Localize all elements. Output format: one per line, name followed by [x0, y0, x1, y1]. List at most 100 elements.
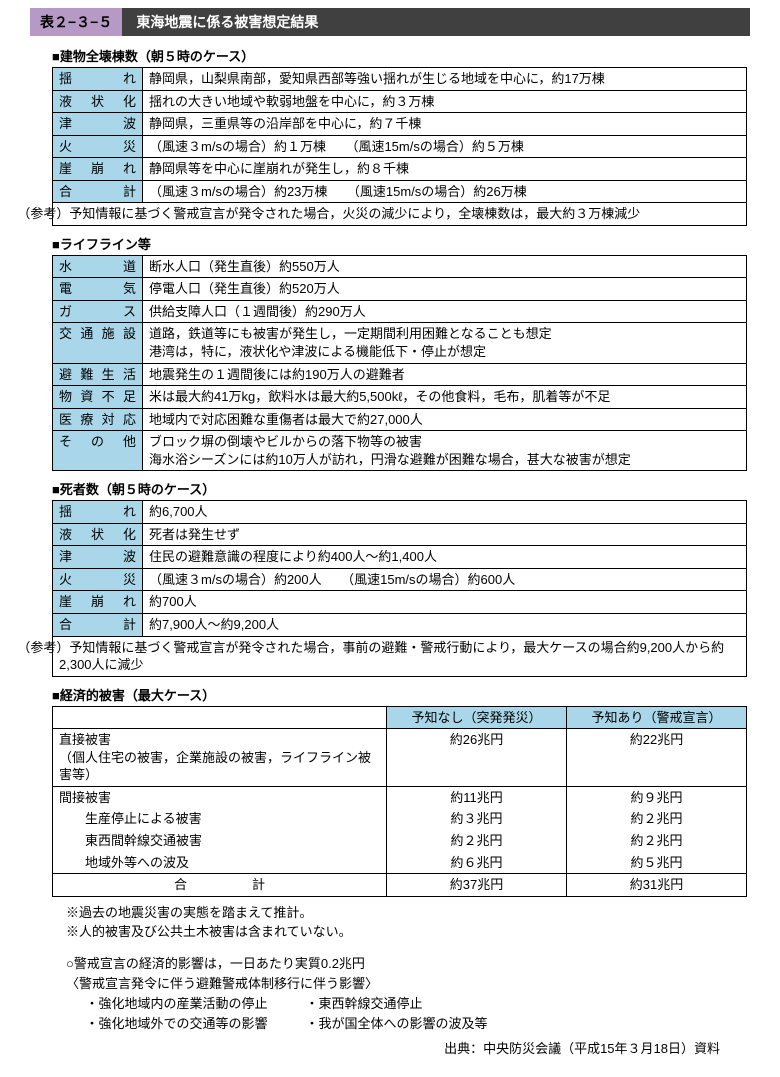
econ-total-v2: 約31兆円	[567, 874, 747, 897]
row-value: 供給支障人口（１週間後）約290万人	[143, 300, 747, 323]
footnote-1: ※過去の地震災害の実態を踏まえて推計。	[66, 903, 750, 923]
table-row: そ の 他ブロック塀の倒壊やビルからの落下物等の被害海水浴シーズンには約10万人…	[53, 431, 747, 471]
table-number-tag: 表２−３−５	[30, 8, 122, 36]
row-label: 医療対応	[53, 408, 143, 431]
econ-bullet-2a: ・強化地域外での交通等の影響	[86, 1014, 306, 1034]
row-value: 住民の避難意識の程度により約400人〜約1,400人	[143, 546, 747, 569]
econ-row-label: 東西間幹線交通被害	[53, 830, 387, 852]
row-label: 津 波	[53, 546, 143, 569]
row-label: 合 計	[53, 614, 143, 637]
section1-table: 揺 れ静岡県，山梨県南部，愛知県西部等強い揺れが生じる地域を中心に，約17万棟液…	[52, 67, 747, 226]
row-label: 交通施設	[53, 323, 143, 363]
row-label: 避難生活	[53, 363, 143, 386]
section4-table: 予知なし（突発発災） 予知あり（警戒宣言） 直接被害（個人住宅の被害，企業施設の…	[52, 706, 747, 897]
table-row: 地域外等への波及約６兆円約５兆円	[53, 852, 747, 874]
row-value: 約6,700人	[143, 501, 747, 524]
table-row: 生産停止による被害約３兆円約２兆円	[53, 808, 747, 830]
table-row: 合 計（風速３m/sの場合）約23万棟 （風速15m/sの場合）約26万棟	[53, 180, 747, 203]
table-row: 合 計約7,900人〜約9,200人	[53, 614, 747, 637]
source-citation: 出典：中央防災会議（平成15年３月18日）資料	[30, 1038, 720, 1057]
econ-blank-header	[53, 706, 387, 729]
row-value: 断水人口（発生直後）約550万人	[143, 255, 747, 278]
table-note: （参考）予知情報に基づく警戒宣言が発令された場合，事前の避難・警戒行動により，最…	[53, 636, 747, 676]
econ-total-label: 合 計	[53, 874, 387, 897]
table-row: 揺 れ静岡県，山梨県南部，愛知県西部等強い揺れが生じる地域を中心に，約17万棟	[53, 68, 747, 91]
table-row: 液 状 化死者は発生せず	[53, 523, 747, 546]
section3-table: 揺 れ約6,700人液 状 化死者は発生せず津 波住民の避難意識の程度により約4…	[52, 500, 747, 676]
section1-heading: ■建物全壊棟数（朝５時のケース）	[52, 46, 750, 65]
row-label: そ の 他	[53, 431, 143, 471]
econ-note-line1: ○警戒宣言の経済的影響は，一日あたり実質0.2兆円	[66, 954, 750, 974]
econ-bullet-1a: ・強化地域内の産業活動の停止	[86, 994, 306, 1014]
econ-row-v1: 約３兆円	[387, 808, 567, 830]
econ-bullet-1b: ・東西幹線交通停止	[306, 994, 423, 1014]
row-value: （風速３m/sの場合）約１万棟 （風速15m/sの場合）約５万棟	[143, 135, 747, 158]
table-title: 東海地震に係る被害想定結果	[122, 8, 750, 36]
econ-note-line2: 〈警戒宣言発令に伴う避難警戒体制移行に伴う影響〉	[66, 974, 750, 994]
row-label: 電 気	[53, 278, 143, 301]
econ-notes: ○警戒宣言の経済的影響は，一日あたり実質0.2兆円 〈警戒宣言発令に伴う避難警戒…	[66, 954, 750, 1035]
table-note: （参考）予知情報に基づく警戒宣言が発令された場合，火災の減少により，全壊棟数は，…	[53, 203, 747, 226]
econ-row-v1: 約11兆円	[387, 786, 567, 808]
table-row: 崖 崩 れ静岡県等を中心に崖崩れが発生し，約８千棟	[53, 158, 747, 181]
row-label: 液 状 化	[53, 90, 143, 113]
row-label: 揺 れ	[53, 501, 143, 524]
footnotes: ※過去の地震災害の実態を踏まえて推計。 ※人的被害及び公共土木被害は含まれていな…	[66, 903, 750, 942]
row-value: 道路，鉄道等にも被害が発生し，一定期間利用困難となることも想定港湾は，特に，液状…	[143, 323, 747, 363]
table-row: 揺 れ約6,700人	[53, 501, 747, 524]
table-row: 交通施設道路，鉄道等にも被害が発生し，一定期間利用困難となることも想定港湾は，特…	[53, 323, 747, 363]
econ-row-v1: 約２兆円	[387, 830, 567, 852]
econ-row-v1: 約26兆円	[387, 729, 567, 787]
title-bar: 表２−３−５ 東海地震に係る被害想定結果	[30, 8, 750, 36]
document-page: 表２−３−５ 東海地震に係る被害想定結果 ■建物全壊棟数（朝５時のケース） 揺 …	[0, 0, 780, 1077]
table-row: 崖 崩 れ約700人	[53, 591, 747, 614]
econ-bullet-2b: ・我が国全体への影響の波及等	[306, 1014, 488, 1034]
row-value: 静岡県，山梨県南部，愛知県西部等強い揺れが生じる地域を中心に，約17万棟	[143, 68, 747, 91]
econ-row-label: 地域外等への波及	[53, 852, 387, 874]
footnote-2: ※人的被害及び公共土木被害は含まれていない。	[66, 922, 750, 942]
row-label: 物資不足	[53, 386, 143, 409]
row-label: 火 災	[53, 568, 143, 591]
row-label: 合 計	[53, 180, 143, 203]
table-row: 医療対応地域内で対応困難な重傷者は最大で約27,000人	[53, 408, 747, 431]
row-label: 津 波	[53, 113, 143, 136]
section3-heading: ■死者数（朝５時のケース）	[52, 479, 750, 498]
row-value: 停電人口（発生直後）約520万人	[143, 278, 747, 301]
econ-row-v2: 約９兆円	[567, 786, 747, 808]
econ-row-label: 間接被害	[53, 786, 387, 808]
row-value: 約7,900人〜約9,200人	[143, 614, 747, 637]
row-label: 揺 れ	[53, 68, 143, 91]
row-label: 液 状 化	[53, 523, 143, 546]
table-note-row: （参考）予知情報に基づく警戒宣言が発令された場合，火災の減少により，全壊棟数は，…	[53, 203, 747, 226]
row-value: 地域内で対応困難な重傷者は最大で約27,000人	[143, 408, 747, 431]
table-row: 火 災（風速３m/sの場合）約200人 （風速15m/sの場合）約600人	[53, 568, 747, 591]
econ-row-v2: 約２兆円	[567, 808, 747, 830]
section2-table: 水 道断水人口（発生直後）約550万人電 気停電人口（発生直後）約520万人ガ …	[52, 255, 747, 471]
table-row: 直接被害（個人住宅の被害，企業施設の被害，ライフライン被害等）約26兆円約22兆…	[53, 729, 747, 787]
row-label: 水 道	[53, 255, 143, 278]
table-row: 避難生活地震発生の１週間後には約190万人の避難者	[53, 363, 747, 386]
row-value: （風速３m/sの場合）約200人 （風速15m/sの場合）約600人	[143, 568, 747, 591]
econ-col1-header: 予知なし（突発発災）	[387, 706, 567, 729]
econ-row-label: 生産停止による被害	[53, 808, 387, 830]
econ-total-row: 合 計約37兆円約31兆円	[53, 874, 747, 897]
section4-heading: ■経済的被害（最大ケース）	[52, 685, 750, 704]
econ-total-v1: 約37兆円	[387, 874, 567, 897]
table-row: 東西間幹線交通被害約２兆円約２兆円	[53, 830, 747, 852]
row-value: 揺れの大きい地域や軟弱地盤を中心に，約３万棟	[143, 90, 747, 113]
table-note-row: （参考）予知情報に基づく警戒宣言が発令された場合，事前の避難・警戒行動により，最…	[53, 636, 747, 676]
econ-row-v2: 約２兆円	[567, 830, 747, 852]
econ-col2-header: 予知あり（警戒宣言）	[567, 706, 747, 729]
table-row: 間接被害約11兆円約９兆円	[53, 786, 747, 808]
table-row: 津 波静岡県，三重県等の沿岸部を中心に，約７千棟	[53, 113, 747, 136]
row-value: 静岡県，三重県等の沿岸部を中心に，約７千棟	[143, 113, 747, 136]
table-row: 津 波住民の避難意識の程度により約400人〜約1,400人	[53, 546, 747, 569]
row-label: 崖 崩 れ	[53, 158, 143, 181]
row-value: ブロック塀の倒壊やビルからの落下物等の被害海水浴シーズンには約10万人が訪れ，円…	[143, 431, 747, 471]
table-row: 液 状 化揺れの大きい地域や軟弱地盤を中心に，約３万棟	[53, 90, 747, 113]
row-value: 静岡県等を中心に崖崩れが発生し，約８千棟	[143, 158, 747, 181]
table-row: 水 道断水人口（発生直後）約550万人	[53, 255, 747, 278]
table-row: 電 気停電人口（発生直後）約520万人	[53, 278, 747, 301]
row-label: 火 災	[53, 135, 143, 158]
econ-row-v1: 約６兆円	[387, 852, 567, 874]
